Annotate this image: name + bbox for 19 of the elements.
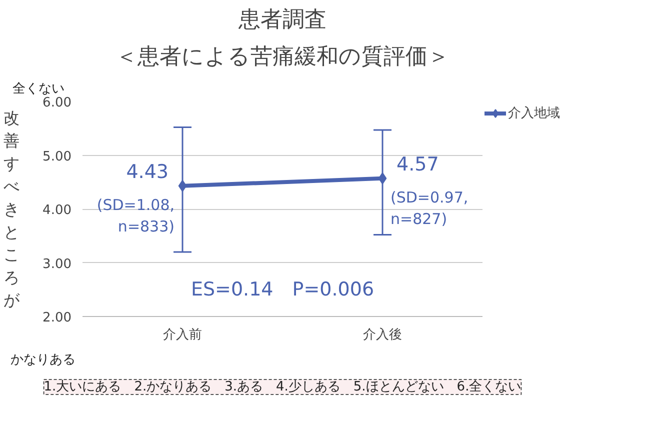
y-tick-label: 4.00: [42, 203, 72, 218]
y-tick-label: 6.00: [42, 96, 72, 110]
chart-title: 患者調査: [238, 8, 326, 32]
annotation: (SD=1.08, n=833): [96, 196, 175, 236]
y-tick-label: 3.00: [42, 256, 72, 272]
text: 1.大いにある 2.かなりある 3.ある 4.少しある 5.ほとんどない 6.全くない: [44, 380, 522, 394]
y-tick-label: 5.00: [42, 149, 72, 164]
text: 改善すべきところが: [4, 108, 20, 310]
x-tick-label: 介入前: [163, 328, 202, 342]
text: かなりある: [10, 352, 76, 368]
text: 全くない: [12, 82, 64, 96]
data-label: 4.43: [126, 160, 169, 183]
annotation: ES=0.14 P=0.006: [190, 278, 374, 300]
y-tick-label: 2.00: [42, 310, 72, 326]
data-label: 4.57: [396, 153, 439, 176]
annotation: (SD=0.97, n=827): [390, 188, 468, 228]
legend-label: 介入地域: [508, 105, 560, 122]
chart-subtitle: ＜患者による苦痛緩和の質評価＞: [116, 44, 450, 70]
x-tick-label: 介入後: [363, 328, 402, 342]
